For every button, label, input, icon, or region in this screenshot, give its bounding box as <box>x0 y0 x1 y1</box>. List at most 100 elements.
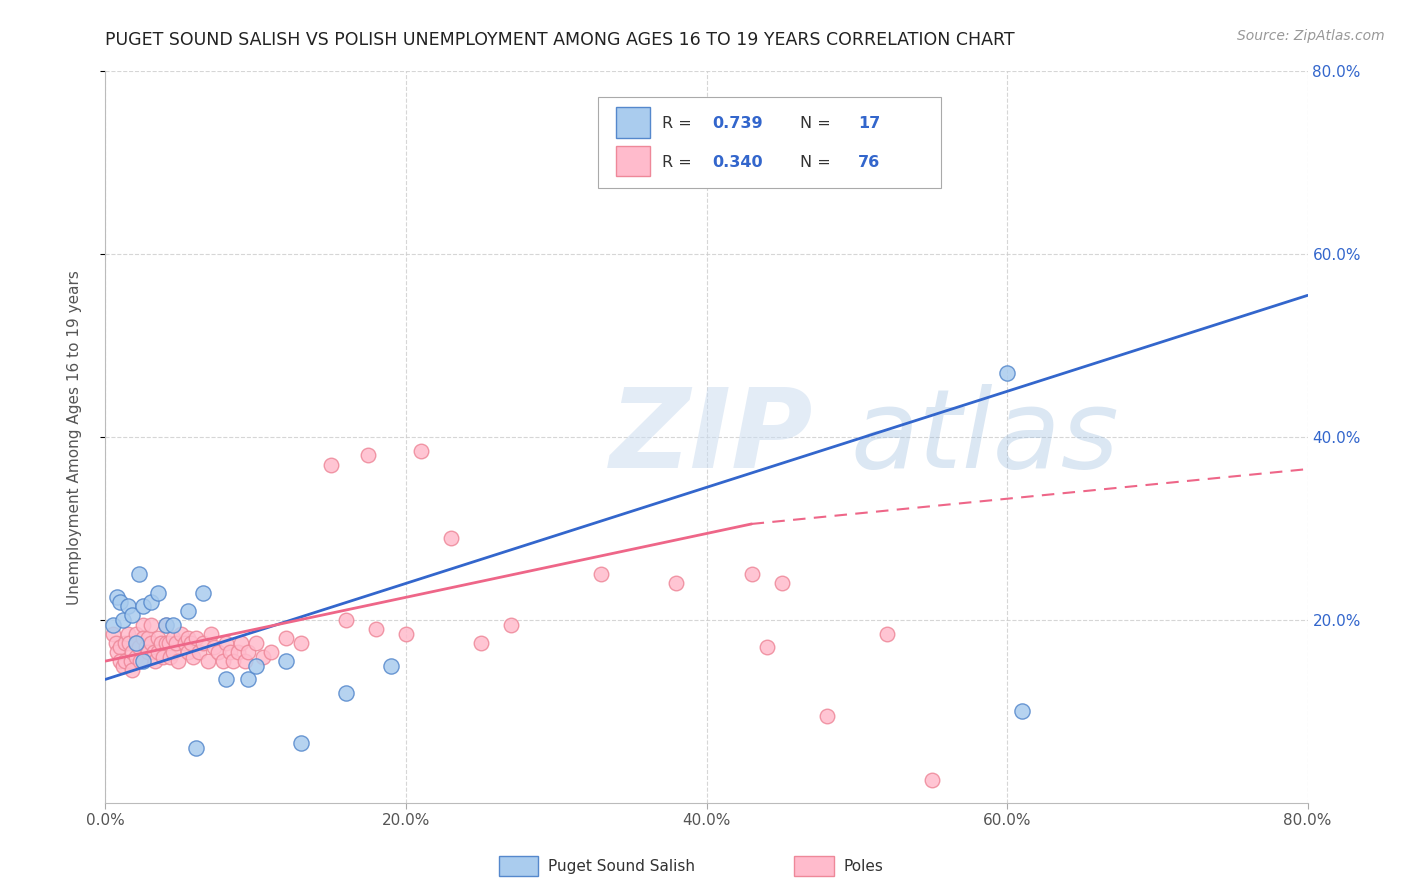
Text: Poles: Poles <box>844 859 883 873</box>
Point <box>1011 705 1033 719</box>
Bar <box>616 107 650 137</box>
Point <box>174 636 197 650</box>
Text: Puget Sound Salish: Puget Sound Salish <box>548 859 696 873</box>
Point <box>501 617 523 632</box>
Point <box>219 645 242 659</box>
Point <box>146 585 169 599</box>
Point <box>200 626 222 640</box>
Point <box>112 613 135 627</box>
Point <box>207 645 229 659</box>
Point <box>146 645 169 659</box>
Point <box>335 613 357 627</box>
Point <box>169 626 191 640</box>
Text: R =: R = <box>662 116 697 131</box>
Point <box>238 645 260 659</box>
Point <box>187 645 209 659</box>
Point <box>142 645 165 659</box>
Point <box>214 636 236 650</box>
Point <box>104 636 127 650</box>
Point <box>132 654 155 668</box>
Point <box>770 576 793 591</box>
Point <box>120 654 142 668</box>
Point <box>121 608 143 623</box>
Point <box>180 636 202 650</box>
Point <box>124 636 146 650</box>
Point <box>165 636 187 650</box>
Point <box>177 632 200 646</box>
Point <box>260 645 283 659</box>
Point <box>995 366 1018 380</box>
Point <box>274 632 297 646</box>
Point <box>177 604 200 618</box>
Text: ZIP: ZIP <box>610 384 814 491</box>
Point <box>184 632 207 646</box>
Point <box>290 736 312 750</box>
Point <box>319 458 342 472</box>
Point <box>124 626 146 640</box>
Point <box>177 645 200 659</box>
Point <box>274 654 297 668</box>
Point <box>395 626 418 640</box>
Point <box>380 658 402 673</box>
Text: N =: N = <box>800 154 837 169</box>
Point <box>117 626 139 640</box>
Point <box>226 645 249 659</box>
Point <box>222 654 245 668</box>
Point <box>124 636 146 650</box>
Point <box>114 636 136 650</box>
Point <box>132 632 155 646</box>
Point <box>135 640 157 655</box>
Point <box>191 585 214 599</box>
Point <box>129 654 152 668</box>
Point <box>136 645 159 659</box>
Point <box>233 654 256 668</box>
Point <box>110 594 132 608</box>
Point <box>211 654 233 668</box>
Text: 0.340: 0.340 <box>713 154 763 169</box>
Point <box>159 649 181 664</box>
Point <box>665 576 688 591</box>
Point <box>136 632 159 646</box>
Text: R =: R = <box>662 154 697 169</box>
Point <box>238 673 260 687</box>
Text: 0.739: 0.739 <box>713 116 763 131</box>
Point <box>132 599 155 614</box>
Point <box>181 649 204 664</box>
Point <box>755 640 778 655</box>
Point <box>107 645 129 659</box>
Point <box>117 599 139 614</box>
Point <box>357 449 380 463</box>
Point <box>157 636 180 650</box>
Point <box>229 636 252 650</box>
Point <box>197 654 219 668</box>
Point <box>364 622 387 636</box>
Text: N =: N = <box>800 116 837 131</box>
Point <box>409 443 432 458</box>
Point <box>290 636 312 650</box>
Y-axis label: Unemployment Among Ages 16 to 19 years: Unemployment Among Ages 16 to 19 years <box>67 269 82 605</box>
Point <box>124 649 146 664</box>
Point <box>143 654 166 668</box>
Point <box>118 636 141 650</box>
Point <box>139 617 162 632</box>
Point <box>107 590 129 604</box>
Point <box>150 636 173 650</box>
Point <box>470 636 492 650</box>
Point <box>121 663 143 677</box>
Point <box>155 617 177 632</box>
Point <box>162 645 184 659</box>
Point <box>146 632 169 646</box>
Point <box>202 640 225 655</box>
Point <box>128 640 150 655</box>
Point <box>335 686 357 700</box>
Point <box>252 649 274 664</box>
Text: 76: 76 <box>858 154 880 169</box>
Point <box>139 594 162 608</box>
Point <box>114 654 136 668</box>
Point <box>132 617 155 632</box>
Point <box>101 626 124 640</box>
Text: Source: ZipAtlas.com: Source: ZipAtlas.com <box>1237 29 1385 43</box>
Point <box>112 658 135 673</box>
Point <box>139 636 162 650</box>
Point <box>110 640 132 655</box>
